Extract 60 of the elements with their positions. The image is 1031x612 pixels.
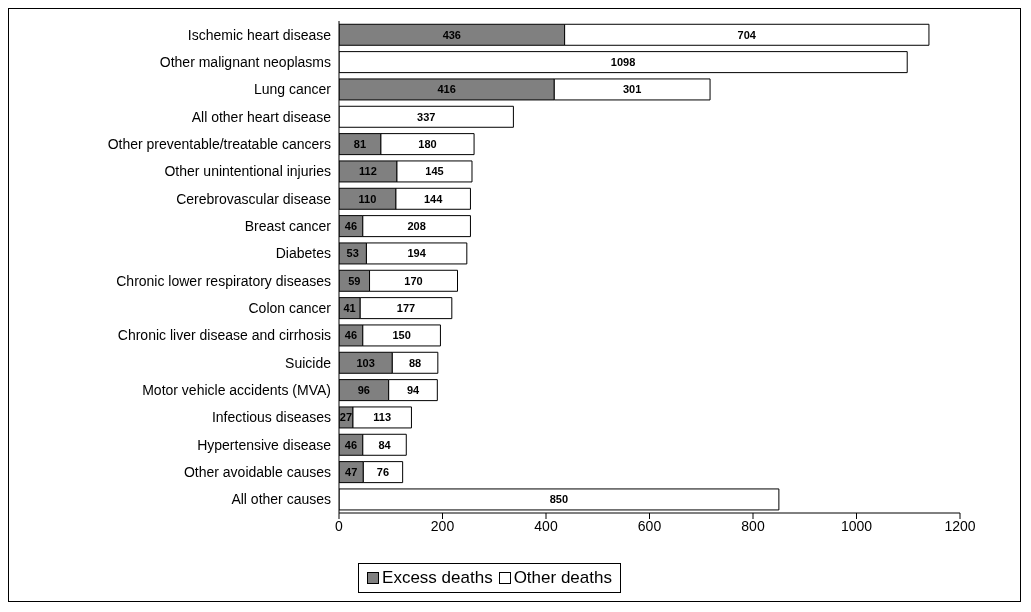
x-tick-label: 1000 xyxy=(840,517,873,534)
y-tick-label: Ischemic heart disease xyxy=(187,26,332,43)
y-tick-label: All other causes xyxy=(231,491,331,508)
data-label: 76 xyxy=(376,466,390,479)
y-tick-label: Other preventable/treatable cancers xyxy=(107,135,331,152)
data-label: 704 xyxy=(737,28,757,41)
y-tick-label: Cerebrovascular disease xyxy=(176,190,332,207)
y-tick-label: Motor vehicle accidents (MVA) xyxy=(142,381,331,398)
data-label: 46 xyxy=(344,329,358,342)
data-label: 110 xyxy=(358,192,377,205)
y-tick-label: Other avoidable causes xyxy=(183,463,331,480)
data-label: 96 xyxy=(357,384,370,397)
y-tick-label: Other malignant neoplasms xyxy=(159,53,331,70)
data-label: 145 xyxy=(425,165,444,178)
x-tick-label: 1200 xyxy=(944,517,976,534)
data-label: 416 xyxy=(437,83,456,96)
data-label: 301 xyxy=(622,83,642,96)
data-label: 84 xyxy=(378,438,392,451)
data-label: 94 xyxy=(406,384,420,397)
y-tick-label: Suicide xyxy=(285,354,332,371)
y-tick-label: Colon cancer xyxy=(248,299,332,316)
data-label: 337 xyxy=(417,110,436,123)
data-label: 113 xyxy=(373,411,392,424)
x-tick-label: 800 xyxy=(741,517,765,534)
data-label: 170 xyxy=(404,274,423,287)
data-label: 47 xyxy=(345,466,358,479)
data-label: 436 xyxy=(442,28,461,41)
data-label: 180 xyxy=(418,138,437,151)
y-tick-label: Hypertensive disease xyxy=(197,436,332,453)
data-label: 27 xyxy=(339,411,353,424)
y-tick-label: All other heart disease xyxy=(191,108,332,125)
x-tick-label: 0 xyxy=(335,517,344,534)
data-label: 41 xyxy=(343,302,356,315)
legend-label: Excess deaths xyxy=(382,568,493,588)
data-label: 103 xyxy=(356,356,375,369)
data-label: 194 xyxy=(407,247,427,260)
data-label: 46 xyxy=(344,220,358,233)
x-tick-label: 400 xyxy=(534,517,558,534)
data-label: 208 xyxy=(407,220,426,233)
data-label: 88 xyxy=(408,356,422,369)
y-tick-label: Lung cancer xyxy=(253,81,332,98)
y-tick-label: Infectious diseases xyxy=(211,409,331,426)
data-label: 1098 xyxy=(610,56,636,69)
x-tick-label: 200 xyxy=(430,517,455,534)
data-label: 81 xyxy=(353,138,367,151)
y-tick-label: Diabetes xyxy=(275,245,331,262)
data-label: 150 xyxy=(392,329,411,342)
data-label: 112 xyxy=(359,165,377,178)
x-tick-label: 600 xyxy=(637,517,662,534)
y-tick-label: Chronic liver disease and cirrhosis xyxy=(117,327,331,344)
data-label: 177 xyxy=(396,302,416,315)
data-label: 144 xyxy=(424,192,444,205)
y-tick-label: Other unintentional injuries xyxy=(164,163,331,180)
legend-label: Other deaths xyxy=(513,568,612,588)
data-label: 850 xyxy=(549,493,569,506)
y-tick-label: Breast cancer xyxy=(244,217,332,234)
y-tick-label: Chronic lower respiratory diseases xyxy=(116,272,331,289)
data-label: 59 xyxy=(348,274,361,287)
data-label: 46 xyxy=(344,438,358,451)
data-label: 53 xyxy=(346,247,359,260)
